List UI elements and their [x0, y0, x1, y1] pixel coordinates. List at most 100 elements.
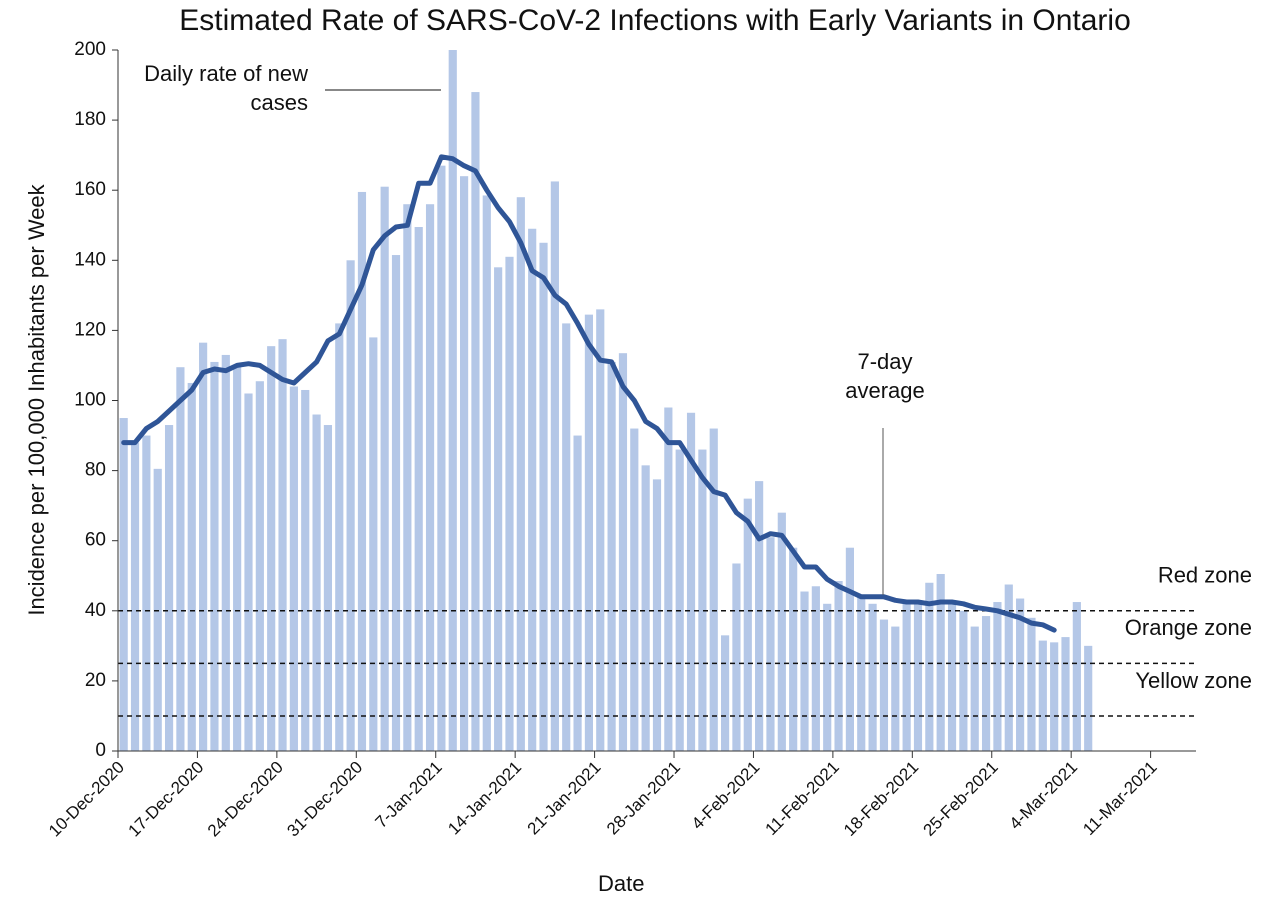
bar [709, 428, 718, 751]
bar [686, 412, 696, 751]
x-tick-label: 7-Jan-2021 [371, 758, 445, 832]
bar [800, 591, 809, 751]
y-tick-label: 100 [74, 390, 106, 411]
line-annotation: 7-day average [845, 349, 925, 403]
bar [698, 449, 707, 751]
x-tick-label: 21-Jan-2021 [524, 758, 605, 839]
bar [233, 365, 242, 751]
bar [494, 267, 503, 751]
x-tick-label: 28-Jan-2021 [603, 758, 684, 839]
bar [312, 414, 321, 751]
bar [505, 256, 514, 751]
y-axis-label: Incidence per 100,000 Inhabitants per We… [24, 183, 49, 615]
x-tick-label: 17-Dec-2020 [125, 758, 208, 841]
x-tick-label: 14-Jan-2021 [444, 758, 525, 839]
y-tick-label: 20 [85, 670, 106, 691]
bar [607, 361, 616, 751]
bar [176, 367, 185, 751]
bar [630, 428, 639, 751]
bar [936, 573, 945, 751]
bar [652, 479, 662, 751]
bar [868, 603, 877, 751]
bar [811, 586, 820, 751]
bar [641, 465, 650, 751]
bar [119, 418, 128, 751]
bar-annotation: Daily rate of new cases [144, 61, 308, 115]
bar [471, 92, 480, 751]
y-tick-label: 120 [74, 319, 106, 340]
bar [130, 442, 140, 751]
bar [981, 616, 991, 751]
bar [925, 582, 934, 751]
bar [516, 197, 525, 751]
bar [1027, 617, 1036, 751]
bar [584, 314, 594, 751]
bar [789, 547, 798, 751]
zone-label: Orange zone [1125, 615, 1252, 640]
bar [732, 563, 741, 751]
bar [187, 382, 196, 751]
bar [482, 195, 491, 751]
bar [857, 596, 866, 751]
bar [335, 323, 344, 751]
bar [539, 242, 548, 751]
bar [437, 165, 446, 752]
bar [164, 425, 174, 751]
bar [891, 626, 900, 751]
y-tick-label: 180 [74, 109, 106, 130]
bar [1050, 642, 1059, 751]
bar [1072, 602, 1081, 751]
bar [369, 337, 378, 751]
bar [550, 181, 559, 751]
bar [959, 610, 968, 751]
bar [357, 191, 367, 751]
bar [255, 381, 264, 751]
bar [993, 602, 1002, 751]
bar [596, 309, 605, 751]
bar [1004, 584, 1013, 751]
bar [675, 449, 684, 751]
bar [777, 512, 786, 751]
average-line [121, 154, 1057, 633]
bar [720, 635, 730, 751]
bar [425, 204, 435, 752]
x-tick-label: 4-Feb-2021 [688, 758, 764, 834]
bar [142, 435, 151, 751]
bar [346, 260, 355, 751]
bar [301, 389, 310, 751]
x-axis-label: Date [598, 871, 645, 896]
bar [244, 393, 253, 751]
bar [1084, 645, 1093, 751]
bar [1016, 598, 1025, 751]
x-tick-label: 11-Mar-2021 [1079, 758, 1160, 839]
bar [403, 204, 412, 752]
bar [970, 626, 979, 751]
bar [221, 354, 230, 751]
bar [766, 537, 775, 751]
y-tick-label: 0 [95, 740, 106, 761]
bar [947, 600, 957, 751]
bar [743, 498, 752, 751]
bar [323, 425, 333, 751]
bar [755, 481, 764, 751]
y-tick-label: 200 [74, 39, 106, 60]
bar [414, 227, 423, 751]
bar [913, 600, 923, 751]
y-tick-label: 140 [74, 249, 106, 270]
x-tick-label: 10-Dec-2020 [45, 758, 128, 841]
bar [153, 468, 162, 751]
zone-label: Red zone [1158, 563, 1252, 588]
bar [278, 339, 287, 751]
bar [664, 407, 673, 751]
bar [448, 50, 457, 751]
bar [562, 323, 571, 751]
bar [902, 603, 911, 751]
bar [834, 581, 843, 751]
bar [267, 346, 276, 751]
y-tick-label: 80 [85, 460, 106, 481]
bar [618, 353, 628, 751]
bar [199, 342, 208, 751]
bar [289, 386, 298, 751]
x-tick-label: 4-Mar-2021 [1006, 758, 1082, 834]
bar [1061, 637, 1070, 751]
